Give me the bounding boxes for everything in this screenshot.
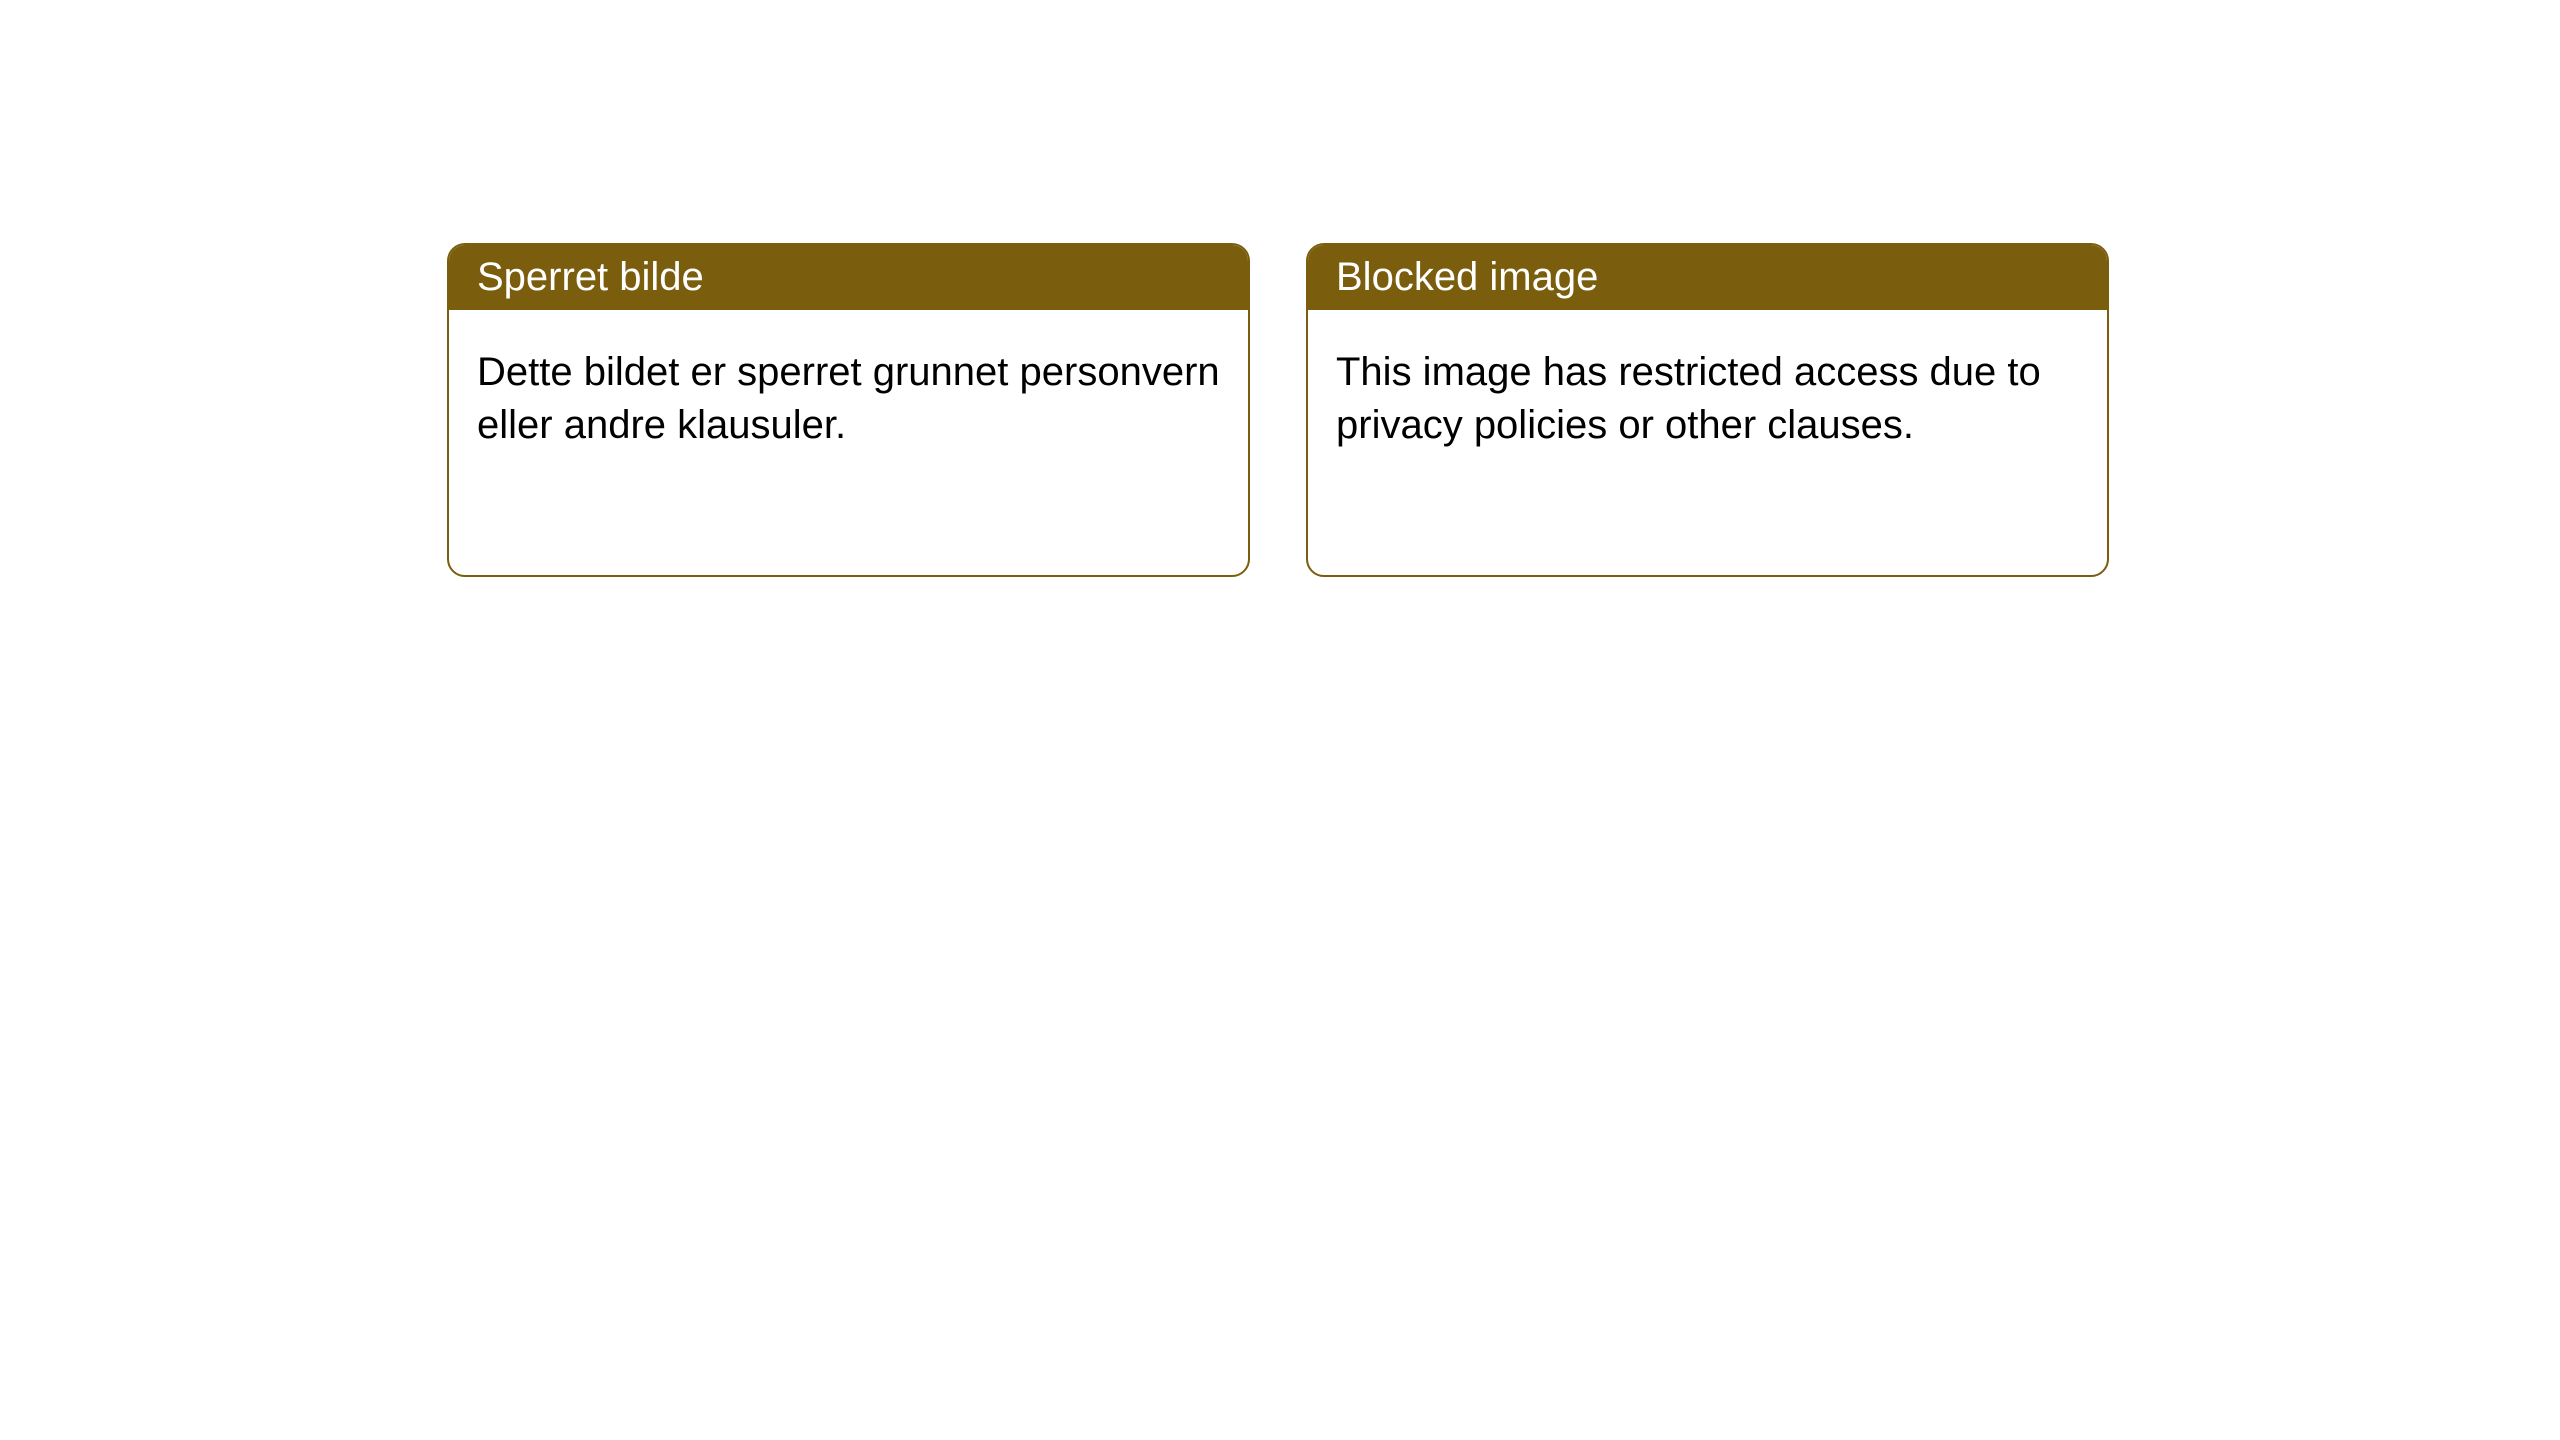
card-header: Sperret bilde (449, 245, 1248, 310)
card-body-text: Dette bildet er sperret grunnet personve… (477, 350, 1220, 447)
card-header: Blocked image (1308, 245, 2107, 310)
notice-card-english: Blocked image This image has restricted … (1306, 243, 2109, 577)
card-body: Dette bildet er sperret grunnet personve… (449, 310, 1248, 488)
card-title: Sperret bilde (477, 255, 704, 299)
notice-card-norwegian: Sperret bilde Dette bildet er sperret gr… (447, 243, 1250, 577)
card-body: This image has restricted access due to … (1308, 310, 2107, 488)
card-title: Blocked image (1336, 255, 1598, 299)
card-body-text: This image has restricted access due to … (1336, 350, 2041, 447)
notice-cards-container: Sperret bilde Dette bildet er sperret gr… (0, 0, 2560, 577)
